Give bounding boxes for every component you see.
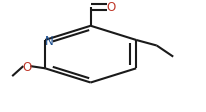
Text: O: O [107,1,116,14]
Text: N: N [45,35,54,48]
Text: O: O [22,60,31,73]
